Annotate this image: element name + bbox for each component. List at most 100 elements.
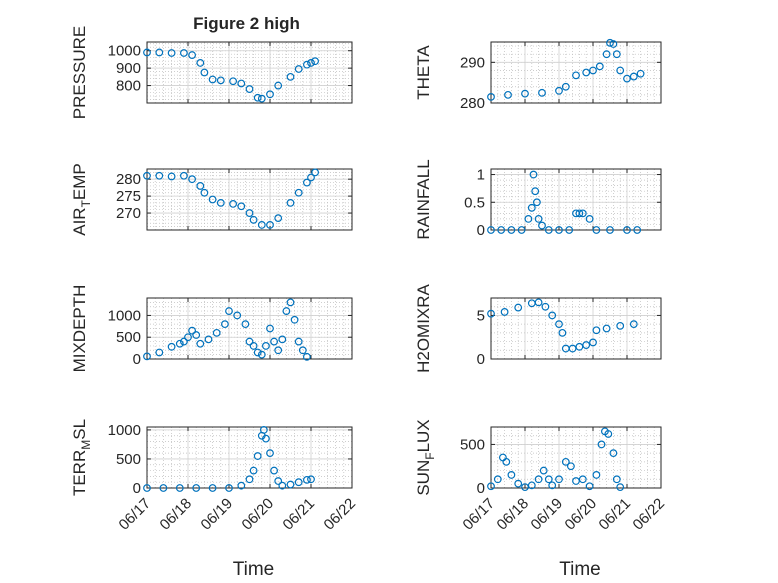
- data-point: [561, 82, 570, 91]
- data-point: [544, 226, 553, 234]
- axes-box: [146, 426, 353, 489]
- y-axis-label: AIRTEMP: [70, 163, 93, 236]
- y-tick-label: 800: [116, 78, 141, 95]
- data-point: [609, 449, 618, 458]
- data-point: [606, 38, 614, 47]
- x-tick-label: 06/19: [528, 495, 567, 534]
- data-point: [585, 482, 594, 491]
- data-point: [294, 337, 303, 346]
- data-point: [311, 57, 320, 66]
- subplot-7: 0 500 1000 06/17 06/18 06/19 06/20 06/21 06/22 TE…: [70, 419, 359, 534]
- data-point: [507, 471, 516, 479]
- data-point: [517, 226, 526, 234]
- data-point: [208, 195, 217, 204]
- data-point: [592, 226, 601, 234]
- data-point: [294, 478, 303, 487]
- axes-box: [490, 426, 662, 489]
- data-point: [143, 352, 151, 361]
- data-point: [155, 171, 164, 180]
- data-point: [204, 335, 213, 344]
- data-point: [167, 342, 176, 351]
- data-point: [155, 348, 164, 357]
- data-point: [555, 226, 563, 234]
- data-point: [192, 484, 201, 492]
- data-point: [572, 71, 580, 80]
- data-point: [216, 198, 225, 207]
- data-point: [303, 178, 311, 187]
- subplot-6: 0 5 H2OMIXRA: [414, 283, 662, 373]
- data-point: [524, 215, 533, 223]
- data-point: [257, 221, 266, 229]
- data-point: [282, 307, 291, 315]
- data-point: [220, 320, 229, 329]
- x-axis-label: Time: [559, 559, 601, 580]
- data-point: [311, 168, 320, 177]
- data-point: [245, 337, 254, 346]
- plot-area: [147, 427, 352, 488]
- y-tick-label: 5: [477, 307, 485, 324]
- data-point: [200, 68, 209, 77]
- data-point: [514, 479, 523, 488]
- data-point: [196, 59, 205, 67]
- data-point: [266, 90, 274, 99]
- data-point: [290, 315, 299, 324]
- data-point: [539, 466, 548, 475]
- data-point: [592, 326, 601, 335]
- x-tick-label: 06/20: [562, 495, 601, 534]
- data-point: [497, 226, 506, 234]
- data-point: [245, 475, 254, 484]
- data-point: [253, 452, 262, 460]
- y-axis-label: TERRMSL: [70, 419, 93, 496]
- data-point: [597, 440, 606, 449]
- y-axis-label: RAINFALL: [414, 159, 433, 239]
- y-axis-label: MIXDEPTH: [70, 285, 89, 373]
- data-point: [534, 215, 543, 223]
- data-point: [167, 172, 176, 181]
- data-point: [274, 346, 283, 355]
- data-point: [196, 339, 205, 348]
- data-point: [567, 462, 575, 471]
- data-point: [521, 89, 529, 98]
- data-point: [548, 481, 557, 490]
- data-point: [544, 475, 553, 484]
- subplot-4: 0 0.5 1 RAINFALL: [414, 159, 662, 240]
- data-point: [270, 337, 279, 346]
- data-point: [188, 175, 197, 184]
- data-point: [578, 209, 587, 218]
- data-point: [216, 76, 225, 85]
- data-point: [257, 350, 266, 359]
- data-point: [606, 226, 614, 234]
- data-point: [500, 308, 509, 316]
- x-axis-label: Time: [233, 559, 275, 580]
- data-point: [602, 50, 611, 59]
- data-point: [507, 226, 516, 234]
- data-point: [208, 484, 217, 492]
- data-point: [502, 457, 511, 466]
- data-point: [612, 50, 621, 59]
- data-point: [589, 338, 597, 347]
- data-point: [558, 328, 567, 337]
- data-point: [541, 302, 550, 311]
- y-axis-label: H2OMIXRA: [414, 283, 433, 372]
- figure-title: Figure 2 high: [193, 14, 300, 33]
- data-point: [307, 173, 315, 182]
- data-point: [623, 226, 631, 234]
- x-tick-label: 06/21: [280, 495, 319, 534]
- data-point: [534, 298, 543, 307]
- data-point: [249, 466, 258, 475]
- data-point: [270, 466, 279, 475]
- data-point: [278, 481, 287, 490]
- data-point: [196, 182, 205, 190]
- y-tick-label: 500: [116, 451, 141, 468]
- data-series: [143, 426, 315, 492]
- y-tick-label: 0: [133, 480, 141, 497]
- data-point: [521, 483, 529, 492]
- data-point: [493, 475, 502, 484]
- data-point: [249, 342, 258, 350]
- data-series: [487, 427, 625, 492]
- y-tick-label: 0: [477, 222, 485, 239]
- data-point: [237, 79, 246, 88]
- axes-box: [146, 297, 353, 360]
- x-tick-label: 06/22: [630, 495, 669, 534]
